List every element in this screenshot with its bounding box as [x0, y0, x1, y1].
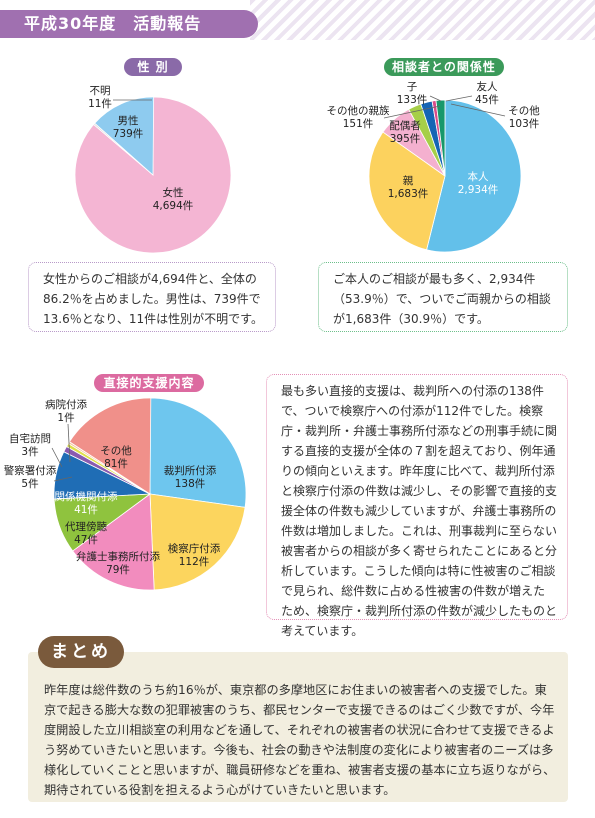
gender-pie-value-2: 739件	[113, 128, 144, 140]
support-pie-leader-6	[51, 447, 63, 468]
relation-pie-leader-3	[383, 105, 441, 119]
support-pie-value-0: 138件	[175, 478, 206, 490]
support-pie-value-8: 81件	[104, 458, 128, 470]
relation-pie-slices	[368, 99, 522, 253]
support-pie-slice-8	[68, 397, 152, 495]
gender-pie-value-0: 4,694件	[153, 200, 194, 212]
support-pie-slice-1	[149, 493, 246, 591]
relationship-description-box: ご本人のご相談が最も多く、2,934件（53.9％）で、ついでご両親からの相談が…	[318, 262, 568, 332]
relation-pie-label-1: 親	[403, 174, 414, 187]
gender-pie-label-2: 男性	[118, 114, 139, 127]
relation-pie-value-6: 103件	[509, 118, 540, 130]
relation-pie-leader-4	[429, 95, 442, 102]
relation-pie-value-2: 395件	[390, 133, 421, 145]
relationship-description: ご本人のご相談が最も多く、2,934件（53.9％）で、ついでご両親からの相談が…	[333, 272, 551, 326]
support-description: 最も多い直接的支援は、裁判所への付添の138件で、ついで検察庁への付添が112件…	[281, 384, 558, 638]
summary-title: まとめ	[38, 636, 124, 668]
gender-pie-slice-2	[94, 96, 155, 176]
support-pie-slice-2	[72, 493, 155, 591]
gender-description-box: 女性からのご相談が4,694件と、全体の86.2％を占めました。男性は、739件…	[28, 262, 276, 332]
support-pie-slice-0	[149, 397, 247, 508]
relation-pie-label-3: その他の親族	[327, 104, 390, 117]
gender-description: 女性からのご相談が4,694件と、全体の86.2％を占めました。男性は、739件…	[43, 272, 263, 326]
support-section-title: 直接的支援内容	[94, 374, 204, 392]
support-pie-value-1: 112件	[179, 556, 210, 568]
gender-pie-label-0: 女性	[163, 186, 184, 199]
support-pie-label-3: 代理傍聴	[65, 520, 107, 533]
relation-pie-value-5: 45件	[475, 94, 499, 106]
page-title: 平成30年度 活動報告	[24, 14, 202, 33]
relation-pie-label-2: 配偶者	[389, 119, 421, 132]
relation-pie-leader-6	[450, 103, 506, 117]
summary-panel	[28, 652, 568, 802]
relation-pie-slice-6	[435, 99, 446, 177]
support-pie-label-4: 関係機関付添	[55, 490, 118, 503]
relation-pie-leader-5	[445, 95, 473, 102]
support-pie-leader-5	[53, 476, 73, 482]
support-pie-value-7: 1件	[57, 412, 74, 424]
support-pie-value-6: 3件	[21, 446, 38, 458]
support-pie-label-5: 警察署付添	[4, 464, 57, 477]
gender-pie-value-1: 11件	[88, 98, 112, 110]
relationship-section-title: 相談者との関係性	[384, 58, 504, 76]
summary-text: 昨年度は総件数のうち約16％が、東京都の多摩地区にお住まいの被害者への支援でした…	[44, 683, 556, 797]
relation-pie-slice-0	[426, 99, 522, 253]
relation-pie-value-1: 1,683件	[388, 188, 429, 200]
support-pie-label-2: 弁護士事務所付添	[76, 550, 160, 563]
support-pie-label-6: 自宅訪問	[9, 432, 51, 445]
gender-section-title: 性 別	[124, 58, 182, 76]
gender-pie-label-1: 不明	[90, 85, 111, 97]
relation-pie-slice-1	[368, 131, 446, 251]
header-stripes	[250, 0, 595, 40]
relation-pie-value-4: 133件	[397, 94, 428, 106]
support-pie-label-7: 病院付添	[45, 398, 87, 411]
support-pie-value-2: 79件	[106, 564, 130, 576]
support-pie-label-1: 検察庁付添	[168, 542, 221, 555]
support-description-box: 最も多い直接的支援は、裁判所への付添の138件で、ついで検察庁への付添が112件…	[266, 374, 568, 638]
relation-pie-label-6: その他	[508, 104, 540, 117]
gender-pie-slices	[74, 96, 232, 254]
support-pie-value-5: 5件	[21, 478, 38, 490]
support-pie-label-0: 裁判所付添	[164, 464, 217, 477]
support-pie-label-8: その他	[100, 444, 132, 457]
header-banner: 平成30年度 活動報告	[0, 10, 258, 38]
support-pie-slices	[53, 397, 247, 591]
relation-pie-value-3: 151件	[343, 118, 374, 130]
relation-pie-value-0: 2,934件	[458, 184, 499, 196]
relation-pie-label-0: 本人	[468, 170, 489, 183]
relation-pie-label-4: 子	[407, 81, 418, 93]
support-pie-leader-7	[67, 423, 71, 463]
support-pie-value-3: 47件	[74, 534, 98, 546]
relation-pie-label-5: 友人	[477, 80, 498, 93]
support-pie-value-4: 41件	[74, 504, 98, 516]
